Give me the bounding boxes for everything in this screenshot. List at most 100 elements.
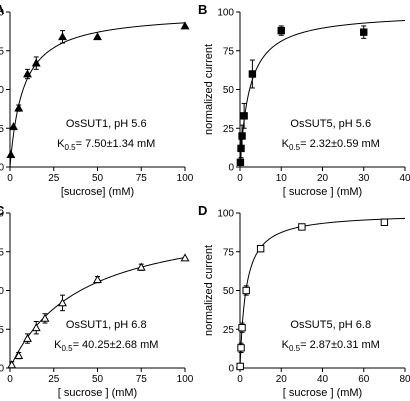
data-point xyxy=(238,324,246,332)
data-point xyxy=(248,70,257,78)
x-tick-label: 0 xyxy=(7,173,13,184)
data-point xyxy=(40,313,50,322)
data-point xyxy=(298,223,306,231)
data-point xyxy=(380,218,389,227)
x-tick-label: 50 xyxy=(92,173,104,184)
y-tick-label: 25 xyxy=(0,124,4,135)
y-tick-label: 50 xyxy=(223,85,235,96)
y-tick-label: 50 xyxy=(223,286,235,297)
annotation-k05: K0.5= 2.32±0.59 mM xyxy=(282,138,380,152)
y-tick-label: 0 xyxy=(0,364,4,375)
panel-letter: B xyxy=(198,2,207,17)
data-point xyxy=(14,103,24,112)
x-tick-label: 20 xyxy=(276,374,288,385)
y-tick-label: 100 xyxy=(0,8,4,19)
annotation-construct: OsSUT1, pH 6.8 xyxy=(66,319,147,331)
x-tick-label: 75 xyxy=(136,173,148,184)
x-tick-label: 0 xyxy=(237,173,243,184)
k-symbol: K xyxy=(54,339,62,351)
y-axis-title: normalized current xyxy=(203,245,215,336)
data-point xyxy=(58,298,67,307)
annotation-k05: K0.5= 7.50±1.34 mM xyxy=(57,138,155,152)
panel-letter: C xyxy=(0,203,5,218)
k-symbol: K xyxy=(282,138,290,150)
y-tick-label: 50 xyxy=(0,286,4,297)
data-point xyxy=(6,149,16,158)
x-tick-label: 0 xyxy=(7,374,13,385)
data-point xyxy=(23,333,32,342)
x-axis-title: [ sucrose ] (mM) xyxy=(283,387,362,399)
data-point xyxy=(93,275,102,284)
data-point xyxy=(277,26,285,35)
y-tick-label: 25 xyxy=(0,325,4,336)
x-axis-title: [ sucrose ] (mM) xyxy=(58,387,137,399)
y-tick-label: 75 xyxy=(0,46,4,57)
data-point xyxy=(236,158,245,167)
panel-letter: D xyxy=(198,203,207,218)
data-point xyxy=(14,350,24,359)
x-tick-label: 80 xyxy=(399,374,410,385)
x-tick-label: 100 xyxy=(177,173,194,184)
y-tick-label: 25 xyxy=(223,325,235,336)
k-subscript: 0.5 xyxy=(289,143,301,152)
panel-b: B 0 10 20 30 40 0 25 50 75 100 [ sucrose ] (mM) norm… xyxy=(198,2,410,198)
panel-d: D 0 20 40 60 80 0 25 50 75 100 [ sucrose ] (mM) norm… xyxy=(198,203,410,399)
annotation-construct: OsSUT1, pH 5.6 xyxy=(66,118,147,130)
x-tick-label: 40 xyxy=(317,374,329,385)
data-point xyxy=(58,32,67,41)
x-tick-label: 40 xyxy=(399,173,410,184)
x-tick-label: 30 xyxy=(358,173,370,184)
x-tick-label: 10 xyxy=(276,173,288,184)
y-tick-label: 0 xyxy=(0,163,4,174)
x-tick-label: 100 xyxy=(177,374,194,385)
k-value: = 40.25±2.68 mM xyxy=(73,339,159,351)
x-tick-label: 25 xyxy=(48,173,60,184)
data-point xyxy=(136,262,146,271)
x-tick-label: 0 xyxy=(237,374,243,385)
k-symbol: K xyxy=(282,339,290,351)
data-point xyxy=(236,362,244,371)
annotation-k05: K0.5= 2.87±0.31 mM xyxy=(282,339,380,353)
x-tick-label: 60 xyxy=(358,374,370,385)
y-tick-label: 75 xyxy=(223,46,235,57)
x-axis-title: [sucrose] (mM) xyxy=(61,186,134,198)
fit-curve xyxy=(239,217,406,369)
y-tick-label: 75 xyxy=(0,247,4,258)
data-point xyxy=(360,28,368,36)
y-tick-label: 0 xyxy=(228,163,234,174)
fit-curve xyxy=(9,256,186,369)
x-tick-label: 50 xyxy=(92,374,104,385)
k-subscript: 0.5 xyxy=(61,344,73,353)
data-point xyxy=(93,32,102,41)
k-symbol: K xyxy=(57,138,65,150)
k-value: = 2.32±0.59 mM xyxy=(300,138,380,150)
data-point xyxy=(23,69,32,78)
data-point xyxy=(180,21,190,30)
y-tick-label: 100 xyxy=(217,209,234,220)
data-point xyxy=(237,344,245,352)
data-point xyxy=(240,112,248,120)
data-point xyxy=(180,253,190,262)
x-tick-label: 25 xyxy=(48,374,60,385)
k-subscript: 0.5 xyxy=(65,143,77,152)
x-tick-label: 75 xyxy=(136,374,148,385)
panel-letter: A xyxy=(0,2,5,17)
panel-a: A02550751000255075100[sucrose] (mM)norma… xyxy=(0,2,194,198)
y-tick-label: 100 xyxy=(0,209,4,220)
fit-curve xyxy=(239,20,406,168)
x-tick-label: 20 xyxy=(317,173,329,184)
data-point xyxy=(242,286,250,295)
k-value: = 7.50±1.34 mM xyxy=(76,138,156,150)
x-axis-title: [ sucrose ] (mM) xyxy=(283,186,362,198)
y-axis-title: normalized current xyxy=(203,44,215,135)
data-point xyxy=(31,323,41,332)
data-point xyxy=(256,244,265,253)
k-value: = 2.87±0.31 mM xyxy=(300,339,380,351)
y-tick-label: 50 xyxy=(0,85,4,96)
data-point xyxy=(238,132,246,140)
k-subscript: 0.5 xyxy=(289,344,301,353)
panel-c: C02550751000255075100[ sucrose ] (mM)nor… xyxy=(0,203,194,399)
y-tick-label: 75 xyxy=(223,247,235,258)
annotation-construct: OsSUT5, pH 5.6 xyxy=(290,118,371,130)
